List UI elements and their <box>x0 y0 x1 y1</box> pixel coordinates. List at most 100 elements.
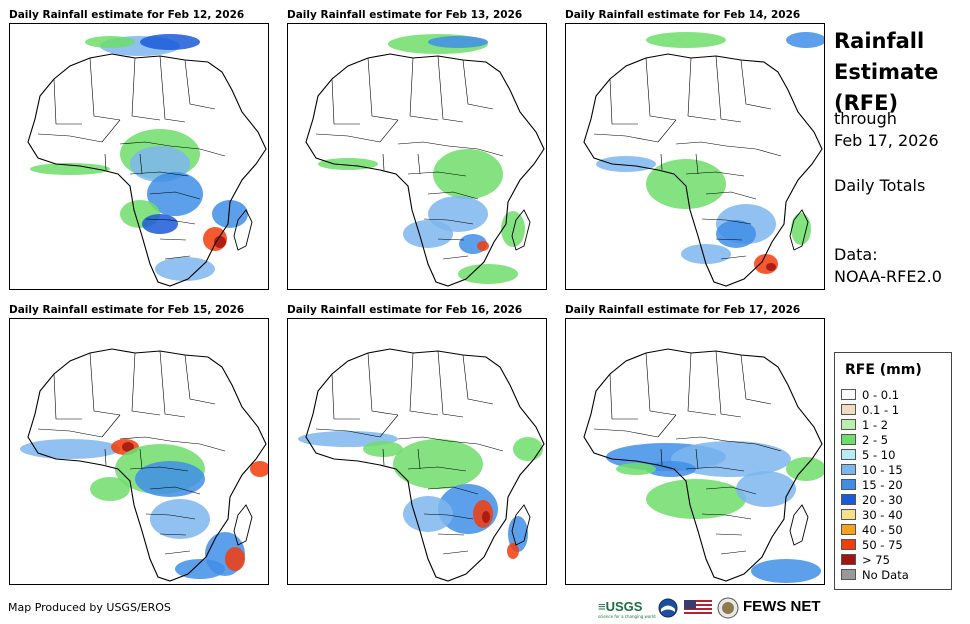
map-panel-feb-12: Daily Rainfall estimate for Feb 12, 2026 <box>9 9 269 290</box>
country-border <box>139 153 143 175</box>
country-border <box>720 550 747 555</box>
country-border <box>119 141 171 147</box>
legend-label: 40 - 50 <box>862 522 903 537</box>
country-border <box>315 133 381 143</box>
country-border <box>715 55 742 123</box>
map-title: Daily Rainfall estimate for Feb 16, 2026 <box>287 304 523 316</box>
country-border <box>725 440 782 452</box>
country-border <box>397 436 449 442</box>
country-border <box>164 255 191 260</box>
rainfall-area <box>458 264 518 284</box>
country-border <box>685 466 745 472</box>
rainfall-area <box>751 559 821 583</box>
country-border <box>447 145 504 157</box>
legend-label: 20 - 30 <box>862 492 903 507</box>
usgs-tagline: science for a changing world <box>598 614 656 619</box>
country-border <box>101 119 121 143</box>
country-border <box>159 533 187 536</box>
africa-map <box>565 318 825 585</box>
rainfall-area <box>155 257 215 281</box>
rainfall-area <box>135 461 205 497</box>
country-border <box>382 448 385 466</box>
rainfall-area <box>513 437 543 461</box>
country-border <box>687 352 717 416</box>
rainfall-area <box>482 511 490 523</box>
country-border <box>462 354 494 405</box>
title-line: Estimate <box>834 60 939 84</box>
map-svg <box>27 34 267 287</box>
country-border <box>397 141 449 147</box>
legend-swatch <box>841 539 856 550</box>
rainfall-area <box>393 439 483 489</box>
country-border <box>675 141 727 147</box>
country-border <box>720 255 747 260</box>
country-border <box>139 448 143 470</box>
country-border <box>409 352 439 416</box>
legend-item: No Data <box>841 567 909 582</box>
rainfall-area <box>20 439 120 459</box>
map-title: Daily Rainfall estimate for Feb 17, 2026 <box>565 304 801 316</box>
country-border <box>315 428 381 438</box>
rainfall-area <box>501 211 525 247</box>
map-svg <box>583 32 824 287</box>
country-border <box>645 57 677 121</box>
country-border <box>169 440 226 452</box>
country-border <box>715 533 743 536</box>
legend-item: 10 - 15 <box>841 462 903 477</box>
rainfall-area <box>716 220 756 248</box>
country-border <box>427 486 479 495</box>
map-panel-feb-15: Daily Rainfall estimate for Feb 15, 2026 <box>9 304 269 585</box>
credit-text: Map Produced by USGS/EROS <box>8 601 171 614</box>
country-border <box>407 466 467 472</box>
rfe-title: Rainfall Estimate (RFE) <box>834 26 938 119</box>
map-svg <box>583 348 824 583</box>
country-border <box>715 350 742 418</box>
country-border <box>407 171 467 177</box>
country-border <box>149 486 201 495</box>
rainfall-area <box>150 499 210 539</box>
africa-map <box>287 318 547 585</box>
map-title: Daily Rainfall estimate for Feb 12, 2026 <box>9 9 245 21</box>
map-title: Daily Rainfall estimate for Feb 14, 2026 <box>565 9 801 21</box>
title-line: Rainfall <box>834 29 925 53</box>
rainfall-area <box>507 543 519 559</box>
legend-swatch <box>841 404 856 415</box>
country-border <box>437 238 465 241</box>
africa-map <box>565 23 825 290</box>
africa-coastline <box>27 348 267 582</box>
data-label: Data: <box>834 245 878 264</box>
country-border <box>660 153 663 171</box>
legend-label: > 75 <box>862 552 890 567</box>
legend-item: 50 - 75 <box>841 537 903 552</box>
rainfall-area <box>736 471 796 507</box>
title-line: (RFE) <box>834 91 899 115</box>
country-border <box>609 373 638 420</box>
legend-item: 5 - 10 <box>841 447 895 462</box>
fews-net-logo: FEWS NET <box>743 598 821 615</box>
country-border <box>593 133 659 143</box>
rainfall-area <box>646 479 746 519</box>
country-border <box>169 145 226 157</box>
country-border <box>367 352 399 416</box>
rainfall-layer <box>20 439 268 579</box>
rainfall-area <box>766 263 776 271</box>
country-border <box>462 59 494 110</box>
country-border <box>423 513 474 520</box>
rainfall-layer <box>606 441 824 583</box>
map-svg <box>305 34 545 287</box>
rainfall-area <box>85 36 135 48</box>
madagascar-outline <box>233 209 253 251</box>
rainfall-area <box>250 461 268 477</box>
country-border <box>53 78 82 125</box>
country-border <box>184 59 216 110</box>
rainfall-area <box>433 149 503 199</box>
country-border <box>37 428 103 438</box>
map-panel-feb-14: Daily Rainfall estimate for Feb 14, 2026 <box>565 9 825 290</box>
madagascar-outline <box>789 504 809 546</box>
country-border <box>705 191 757 200</box>
africa-coastline <box>305 348 545 582</box>
country-border <box>89 352 121 416</box>
rainfall-area <box>754 254 778 274</box>
country-border <box>379 414 399 438</box>
